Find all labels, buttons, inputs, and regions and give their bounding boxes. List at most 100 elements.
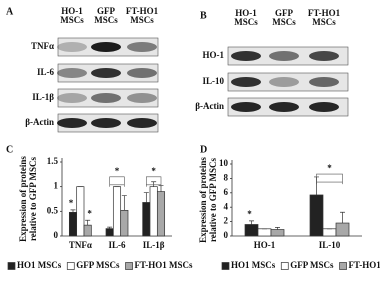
blot-band [91,93,121,103]
y-tick-label: 0 [54,230,59,240]
error-bar [275,227,280,230]
blot-band [309,77,339,87]
bar [257,228,272,237]
y-tick-label: 4 [224,201,229,211]
legend-label: FT-HO1 MSCs [349,260,380,270]
bar [112,186,122,237]
panel-label: C [6,144,13,155]
lane-header-line: MSCs [130,15,154,25]
row-label: HO-1 [203,50,225,60]
bar [68,211,78,237]
lane-header: GFP MSCs [94,6,118,25]
blot-band [269,51,299,61]
significance-bracket [146,176,162,187]
lane-header: GFP MSCs [272,8,296,27]
lane-header-line: HO-1 [61,6,83,16]
panel-label: B [200,10,207,21]
row-label: TNFα [31,41,54,51]
blot-band [57,118,87,128]
bar [270,229,285,237]
significance-star: * [327,163,332,173]
row-label: IL-10 [202,76,224,86]
y-tick-label: 8 [224,172,229,182]
legend-label: GFP MSCs [76,260,120,270]
bar [322,228,337,237]
legend-swatch [339,262,347,270]
row-label: IL-6 [37,67,55,77]
error-bar [70,209,76,213]
error-bar [340,211,345,224]
blot-band [57,93,87,103]
blot-band [231,51,261,61]
y-tick-label: 0.5 [47,205,59,215]
legend-swatch [7,262,16,270]
blot-band [127,93,157,103]
significance-star: * [247,209,252,219]
legend-label: FT-HO1 MSCs [135,260,193,270]
error-bar [85,219,91,226]
bar [142,202,151,237]
error-bar [151,181,157,187]
significance-star: * [115,166,120,176]
lane-header: FT-HO1 MSCs [126,6,159,25]
bar [156,191,166,237]
panel-label: D [200,144,207,155]
x-tick-label: IL-6 [108,240,126,250]
legend-swatch [280,262,289,270]
bar [244,224,259,237]
x-tick-label: IL-10 [319,240,341,250]
significance-star: * [151,166,156,176]
error-bar [249,220,254,225]
blot-band [269,102,299,112]
bar [76,186,85,237]
legend-label: GFP MSCs [290,260,334,270]
lane-header-line: MSCs [94,15,118,25]
blot-band [91,68,121,78]
significance-bracket [109,176,125,187]
lane-header-line: GFP [97,6,115,16]
lane-header: HO-1 MSCs [234,8,258,27]
bar [149,186,158,237]
bar [83,224,92,237]
significance-star: * [87,208,92,218]
y-tick-label: 2 [224,216,229,226]
blot-band [309,51,339,61]
legend-swatch [125,262,133,270]
bar [105,228,114,237]
legend-swatch [221,262,230,270]
blot-band [57,42,87,52]
y-tick-label: 10 [219,158,229,168]
y-tick-label: 1 [54,181,59,191]
row-label: IL-1β [32,92,54,102]
y-axis-title: Expression of proteins [18,156,28,242]
legend-label: HO1 MSCs [17,260,62,270]
bar [335,222,350,237]
x-tick-label: IL-1β [143,240,165,250]
error-bar [121,195,127,211]
error-bar [107,226,113,229]
y-axis-title: relative to GFP MSCs [208,157,218,242]
row-label: β-Actin [25,117,54,127]
y-axis-title: relative to GFP MSCs [28,156,38,241]
legend-label: HO1 MSCs [231,260,276,270]
lane-header-line: FT-HO1 [308,8,341,18]
blot-band [127,118,157,128]
legend-swatch [66,262,75,270]
y-axis-title: Expression of proteins [198,157,208,243]
y-tick-label: 0 [224,230,229,240]
lane-header-line: MSCs [272,17,296,27]
lane-header: FT-HO1 MSCs [308,8,341,27]
blot-band [269,77,299,87]
bar [120,209,129,237]
lane-header: HO-1 MSCs [60,6,84,25]
blot-band [91,118,121,128]
blot-band [127,68,157,78]
x-tick-label: HO-1 [254,240,276,250]
lane-header-line: GFP [275,8,293,18]
blot-band [309,102,339,112]
blot-band [231,102,261,112]
y-tick-label: 6 [224,187,229,197]
lane-header-line: MSCs [312,17,336,27]
lane-header-line: FT-HO1 [126,6,159,16]
